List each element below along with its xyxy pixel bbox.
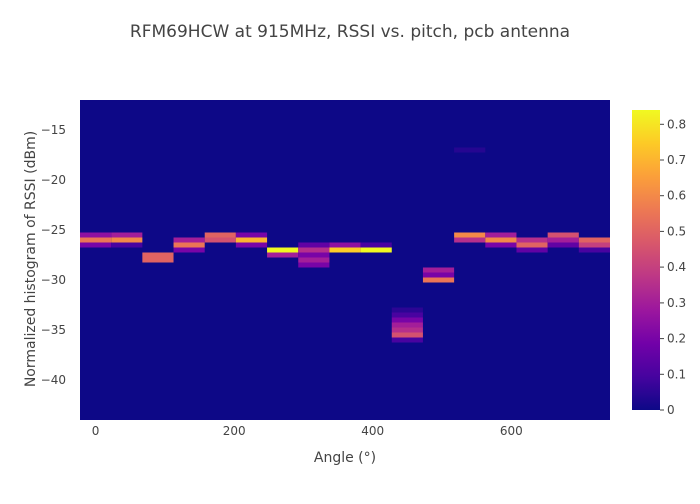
y-tick-label: −35: [41, 323, 66, 337]
heatmap-cell: [298, 242, 330, 248]
heatmap-cell: [298, 252, 330, 258]
heatmap-cell: [485, 232, 517, 238]
heatmap-cell: [485, 237, 517, 243]
heatmap-cell: [578, 247, 610, 253]
x-tick-label: 200: [223, 424, 246, 438]
heatmap-cell: [267, 247, 299, 253]
heatmap-cell: [547, 232, 579, 238]
heatmap-cell: [547, 242, 579, 248]
heatmap-cell: [516, 242, 548, 248]
y-tick-label: −15: [41, 123, 66, 137]
heatmap-cell: [204, 232, 236, 238]
x-axis-label: Angle (°): [314, 450, 376, 466]
colorbar-tick-label: 0.8: [667, 117, 686, 131]
x-tick-label: 600: [500, 424, 523, 438]
heatmap-cell: [298, 257, 330, 263]
colorbar-tick-label: 0.5: [667, 224, 686, 238]
heatmap-cell: [391, 307, 423, 313]
y-axis-label: Normalized histogram of RSSI (dBm): [23, 131, 39, 387]
heatmap-cell: [80, 232, 112, 238]
heatmap-cell: [516, 237, 548, 243]
heatmap-cell: [454, 147, 486, 153]
heatmap-cell: [173, 247, 205, 253]
heatmap-cell: [267, 252, 299, 258]
heatmap-cell: [235, 232, 268, 238]
colorbar-tick-label: 0.1: [667, 367, 686, 381]
heatmap-cell: [298, 262, 330, 268]
heatmap-cell: [391, 312, 423, 318]
colorbar-tick-label: 0.3: [667, 296, 686, 310]
x-tick-label: 400: [361, 424, 384, 438]
chart-title: RFM69HCW at 915MHz, RSSI vs. pitch, pcb …: [130, 22, 570, 42]
heatmap-cell: [391, 337, 423, 343]
heatmap-cell: [80, 237, 112, 243]
colorbar-tick-label: 0.6: [667, 189, 686, 203]
heatmap-cell: [111, 242, 143, 248]
heatmap-cell: [235, 237, 268, 243]
y-tick-label: −25: [41, 223, 66, 237]
heatmap-cell: [173, 237, 205, 243]
heatmap-cell: [360, 242, 392, 248]
heatmap-cell: [111, 237, 143, 243]
heatmap-cell: [454, 232, 486, 238]
colorbar-tick-label: 0.2: [667, 332, 686, 346]
colorbar-tick-label: 0.7: [667, 153, 686, 167]
y-tick-label: −30: [41, 273, 66, 287]
heatmap-cell: [578, 237, 610, 243]
plot-area: [80, 100, 610, 420]
heatmap-cell: [547, 237, 579, 243]
heatmap-cell: [422, 267, 455, 273]
heatmap-cell: [391, 317, 423, 323]
heatmap-cell: [142, 257, 174, 263]
y-tick-label: −20: [41, 173, 66, 187]
colorbar: 0 0.1 0.2 0.3 0.4 0.5 0.6 0.7 0.8: [632, 110, 686, 417]
heatmap-cell: [329, 247, 361, 253]
y-axis-ticks: −15 −20 −25 −30 −35 −40: [41, 123, 66, 387]
heatmap-cell: [173, 242, 205, 248]
heatmap-cell: [578, 242, 610, 248]
x-tick-label: 0: [92, 424, 100, 438]
heatmap-cell: [142, 252, 174, 258]
heatmap-cell: [454, 237, 486, 243]
heatmap-cell: [298, 247, 330, 253]
colorbar-bar: [632, 110, 660, 410]
x-axis-ticks: 0 200 400 600: [92, 424, 523, 438]
heatmap-cell: [360, 247, 392, 253]
heatmap-cell: [516, 247, 548, 253]
heatmap-cell: [391, 322, 423, 328]
heatmap-cell: [391, 332, 423, 338]
heatmap-cell: [111, 232, 143, 238]
heatmap-cell: [204, 237, 236, 243]
heatmap-cell: [329, 242, 361, 248]
heatmap-cell: [485, 242, 517, 248]
heatmap-cell: [422, 272, 455, 278]
colorbar-tick-label: 0.4: [667, 260, 686, 274]
heatmap-cell: [422, 277, 455, 283]
y-tick-label: −40: [41, 373, 66, 387]
colorbar-tick-label: 0: [667, 403, 675, 417]
heatmap-cell: [80, 242, 112, 248]
heatmap-cell: [235, 242, 268, 248]
heatmap-cell: [391, 327, 423, 333]
